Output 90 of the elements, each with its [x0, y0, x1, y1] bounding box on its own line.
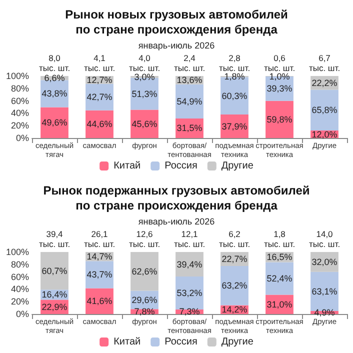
chart-title: Рынок новых грузовых автомобилей по стране происхождения бренда [65, 8, 288, 36]
data-label: 62,6% [132, 266, 158, 276]
bar [176, 84, 204, 118]
data-label: 31,5% [176, 123, 202, 134]
data-label: 52,4% [266, 274, 292, 284]
data-label: 22,9% [42, 302, 68, 312]
annotation: 4,1 тыс. шт. [84, 53, 116, 73]
y-tick-label: 40% [10, 284, 29, 294]
annotation: 12,6 тыс. шт. [128, 229, 160, 249]
bar [86, 84, 114, 110]
data-label: 32,0% [312, 256, 338, 267]
y-tick-label: 80% [10, 83, 29, 94]
bar [310, 272, 338, 311]
annotation: 8,0 тыс. шт. [38, 53, 70, 73]
data-label: 49,6% [42, 118, 68, 128]
data-label: 6,6% [44, 73, 65, 84]
y-tick-label: 20% [10, 120, 29, 131]
annotation: 39,4 тыс. шт. [38, 229, 70, 249]
data-label: 60,7% [42, 266, 68, 276]
annotation: 2,8 тыс. шт. [218, 53, 250, 73]
annotation: 26,1 тыс. шт. [84, 229, 116, 249]
data-label: 53,2% [176, 288, 202, 298]
data-label: 43,8% [42, 88, 68, 99]
data-label: 45,6% [132, 118, 158, 129]
data-label: 3,0% [134, 72, 155, 82]
bar [220, 266, 248, 306]
bar [266, 100, 294, 138]
data-label: 7,3% [179, 306, 200, 317]
chart-subtitle: январь-июль 2026 [138, 40, 215, 50]
data-label: 44,6% [86, 119, 112, 130]
data-label: 54,9% [176, 96, 202, 106]
data-label: 39,4% [176, 259, 202, 270]
data-label: 14,7% [86, 252, 112, 262]
annotation: 14,0 тыс. шт. [308, 229, 340, 249]
bar [40, 107, 68, 138]
data-label: 63,1% [312, 286, 338, 296]
y-tick-label: 80% [10, 259, 29, 270]
data-label: 63,2% [222, 280, 248, 291]
data-label: 16,4% [42, 290, 68, 300]
annotation: 2,4 тыс. шт. [174, 53, 206, 73]
legend-label: Китай [114, 336, 141, 348]
bar [130, 110, 158, 138]
data-label: 29,6% [132, 294, 158, 305]
y-tick-label: 40% [10, 108, 29, 118]
legend-label: Китай [114, 160, 141, 172]
bar [310, 90, 338, 131]
y-tick-label: 100% [6, 247, 29, 257]
data-label: 43,7% [86, 270, 112, 280]
data-label: 31,0% [266, 299, 292, 310]
chart-subtitle: январь-июль 2026 [138, 216, 215, 226]
bar [266, 262, 294, 295]
data-label: 60,3% [222, 90, 248, 101]
data-label: 59,8% [266, 114, 292, 124]
chart-title: Рынок подержанных грузовых автомобилей по стране происхождения бренда [43, 184, 310, 212]
annotation: 0,6 тыс. шт. [264, 53, 296, 73]
bar [40, 252, 68, 290]
data-label: 51,3% [132, 88, 158, 99]
annotation: 6,7 тыс. шт. [308, 53, 340, 73]
data-label: 39,3% [266, 84, 292, 94]
data-label: 16,5% [266, 252, 292, 262]
data-label: 22,7% [222, 254, 248, 264]
annotation: 12,1 тыс. шт. [174, 229, 206, 249]
data-label: 13,6% [176, 75, 202, 86]
data-label: 12,0% [312, 129, 338, 140]
data-label: 41,6% [86, 296, 112, 306]
data-label: 37,9% [222, 121, 248, 132]
data-label: 65,8% [312, 105, 338, 116]
data-label: 12,7% [86, 74, 112, 85]
y-tick-label: 100% [6, 71, 29, 81]
data-label: 1,8% [224, 72, 245, 82]
data-label: 7,8% [134, 306, 155, 317]
data-label: 42,7% [86, 92, 112, 102]
legend-label: Россия [164, 336, 198, 348]
data-label: 14,2% [222, 304, 248, 315]
legend-label: Другие [221, 336, 254, 348]
annotation: 1,8 тыс. шт. [264, 229, 296, 249]
y-tick-label: 20% [10, 296, 29, 307]
legend-label: Россия [164, 160, 198, 172]
y-tick-label: 0% [16, 133, 29, 143]
data-label: 1,0% [269, 71, 290, 82]
bar [130, 252, 158, 291]
annotation: 4,0 тыс. шт. [128, 53, 160, 73]
y-tick-label: 60% [10, 96, 29, 106]
bar [86, 288, 114, 314]
data-label: 4,9% [314, 307, 335, 318]
annotation: 6,2 тыс. шт. [218, 229, 250, 249]
y-tick-label: 0% [16, 309, 29, 319]
data-label: 22,2% [312, 78, 338, 88]
legend-label: Другие [221, 160, 254, 172]
y-tick-label: 60% [10, 272, 29, 282]
